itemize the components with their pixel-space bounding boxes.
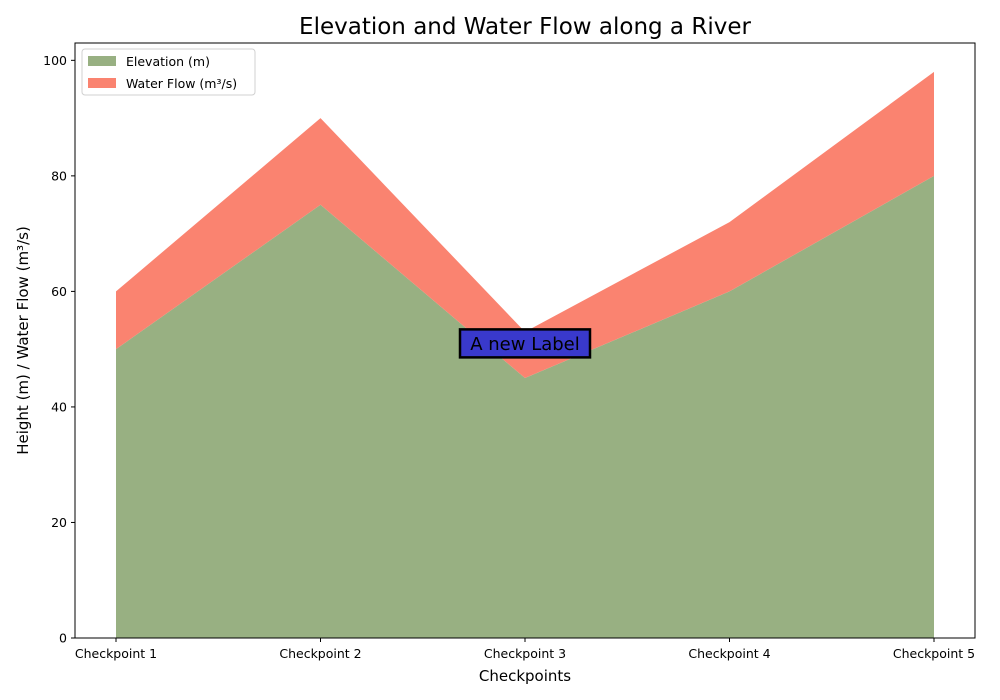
y-tick-label: 40: [51, 399, 67, 414]
legend-swatch: [88, 78, 116, 88]
legend: Elevation (m) Water Flow (m³/s): [81, 48, 256, 96]
legend-box: [81, 48, 256, 96]
area-series-1: [116, 175, 934, 639]
legend-label: Water Flow (m³/s): [126, 76, 237, 91]
area-series-2: [116, 71, 934, 379]
legend-swatch: [88, 56, 116, 66]
x-tick-label: Checkpoint 3: [484, 646, 566, 661]
x-tick-label: Checkpoint 2: [279, 646, 361, 661]
x-tick-label: Checkpoint 5: [893, 646, 975, 661]
y-tick-label: 60: [51, 284, 67, 299]
y-tick-label: 80: [51, 168, 67, 183]
x-axis-title: Checkpoints: [479, 667, 571, 685]
x-tick-label: Checkpoint 1: [75, 646, 157, 661]
annotation-box: [458, 328, 592, 359]
y-tick-label: 20: [51, 515, 67, 530]
y-axis-title: Height (m) / Water Flow (m³/s): [14, 226, 32, 455]
y-axis: 0 20 40 60 80 100: [43, 53, 75, 646]
x-tick-label: Checkpoint 4: [688, 646, 770, 661]
areas-layer: [116, 71, 934, 639]
annotation: A new Label: [458, 328, 592, 359]
y-tick-label: 100: [43, 53, 67, 68]
chart-title: Elevation and Water Flow along a River: [299, 14, 751, 40]
x-axis: Checkpoint 1 Checkpoint 2 Checkpoint 3 Chec…: [75, 638, 975, 661]
y-tick-label: 0: [59, 631, 67, 646]
legend-label: Elevation (m): [126, 54, 210, 69]
annotation-label: A new Label: [470, 334, 580, 355]
